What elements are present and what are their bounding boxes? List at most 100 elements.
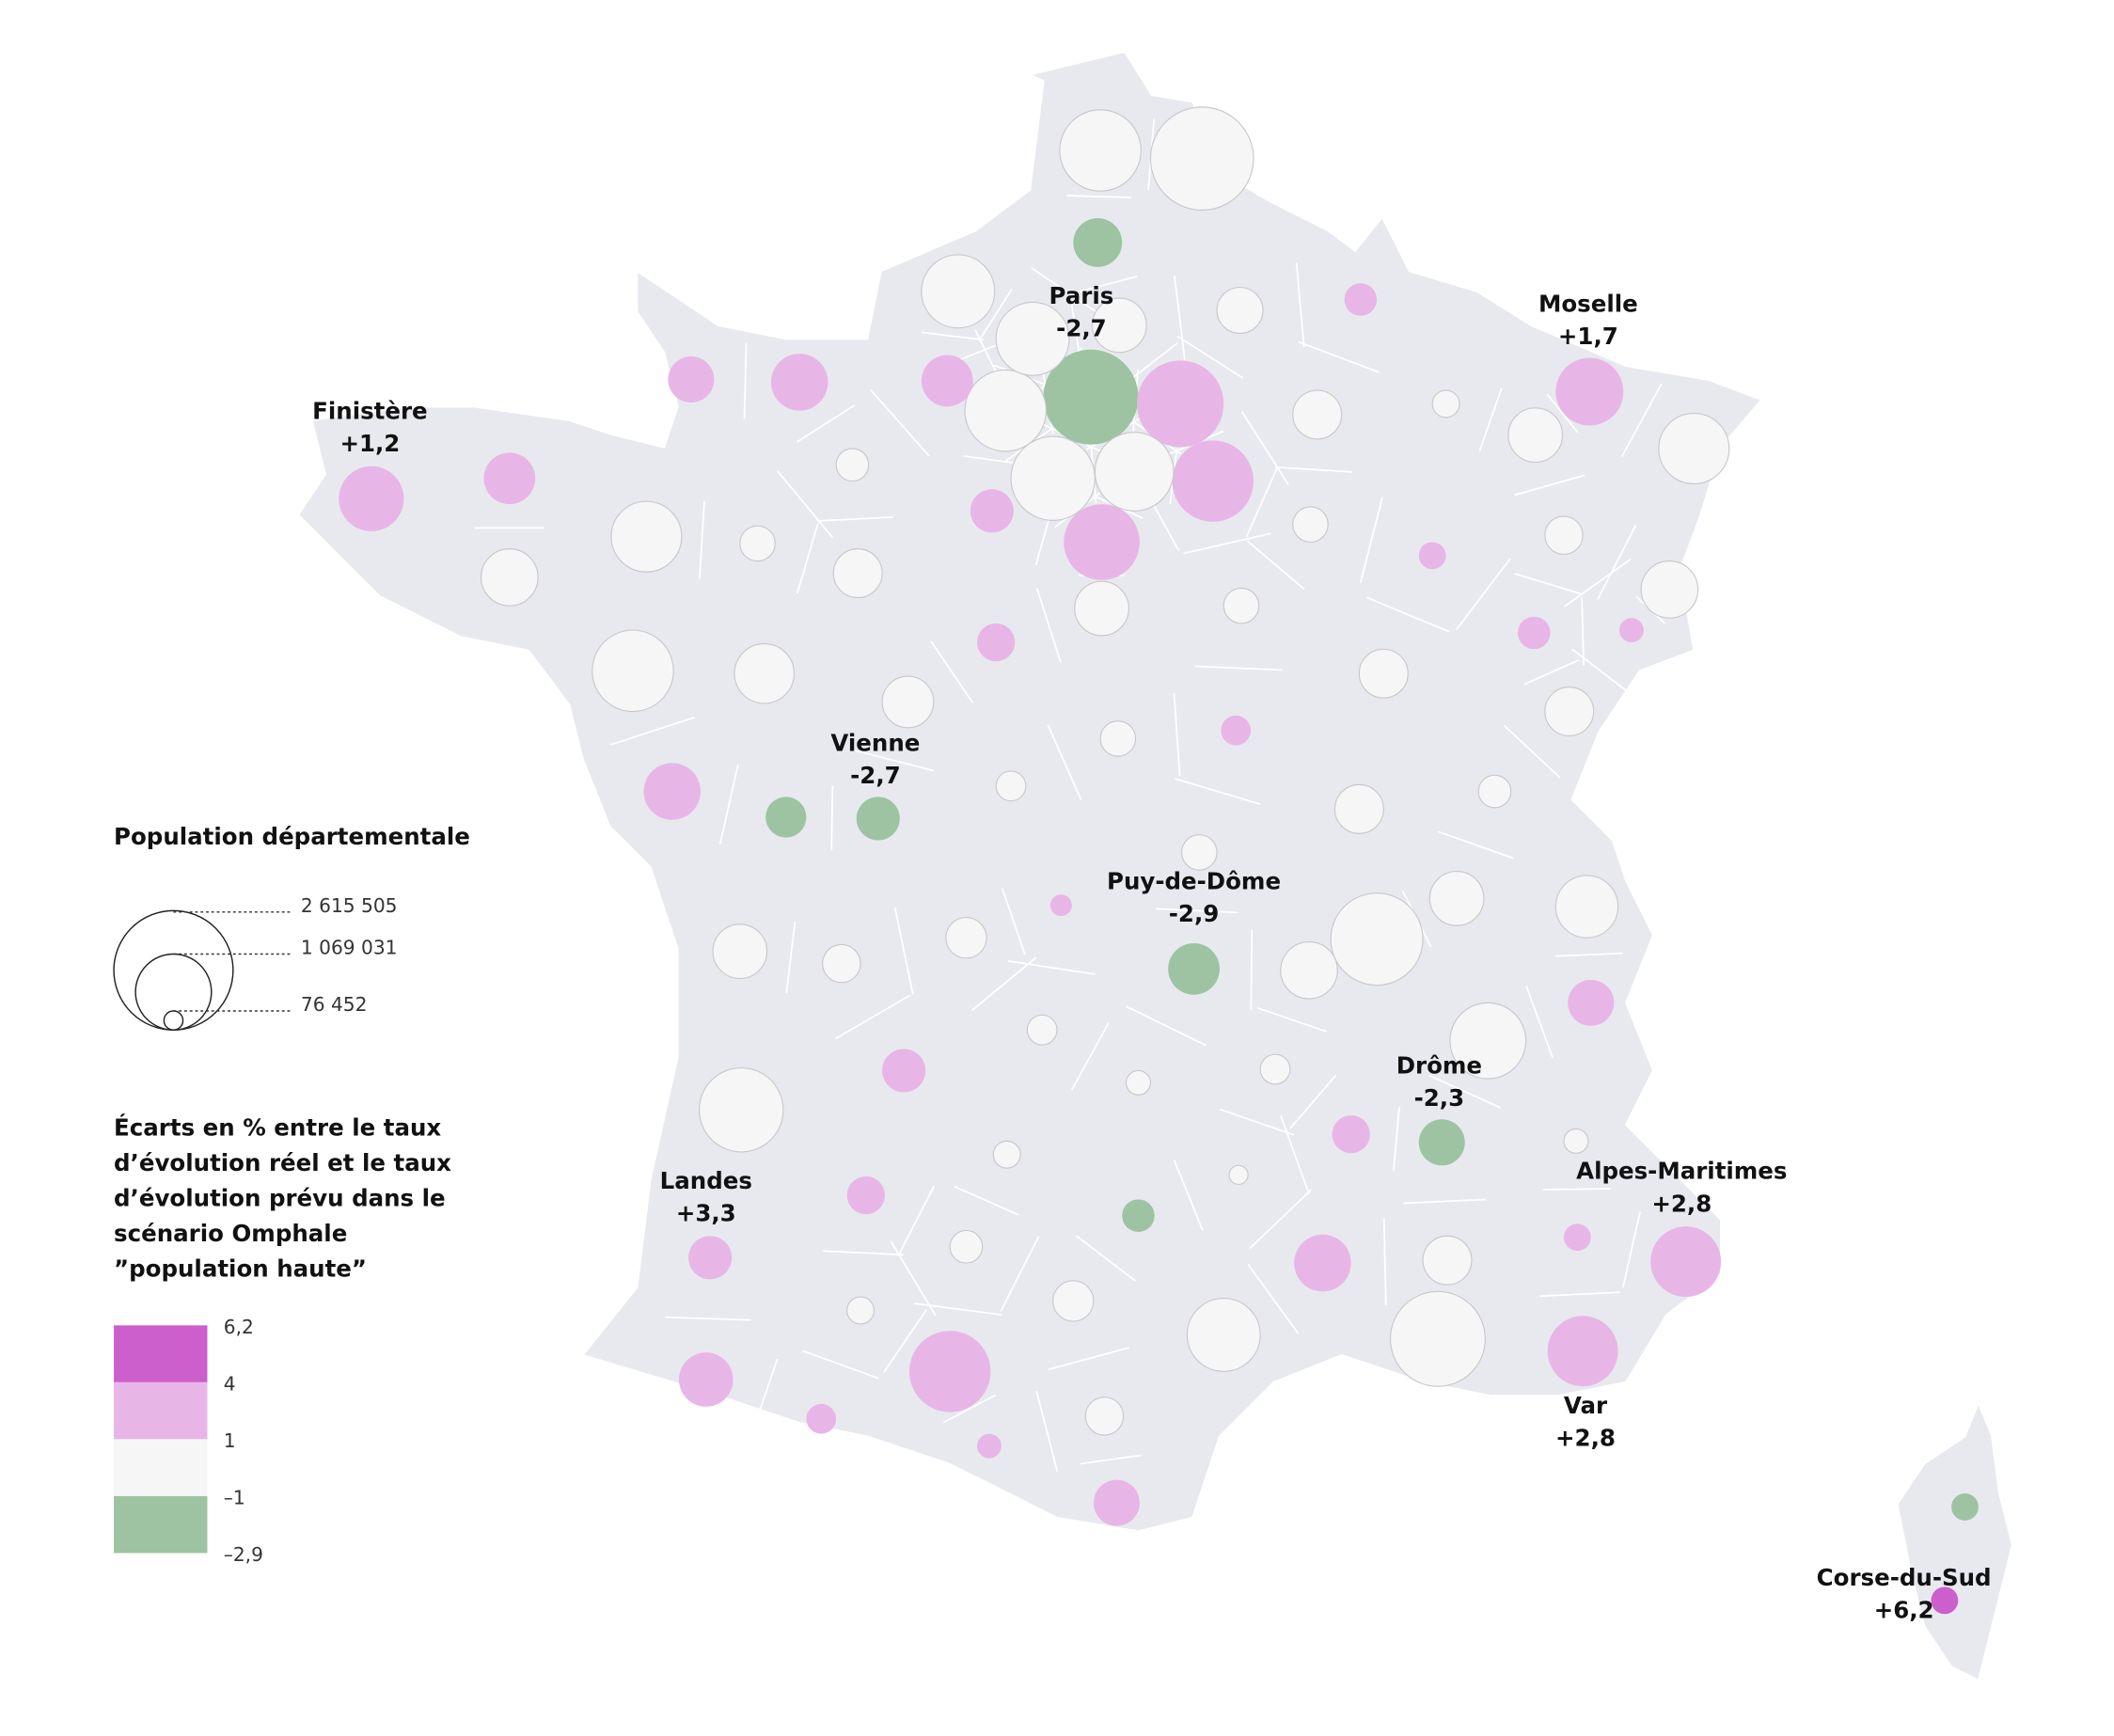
mainland-france [296,50,1764,1533]
department-bubble[interactable] [945,917,987,959]
department-bubble[interactable] [1059,109,1142,192]
department-bubble[interactable] [1449,1002,1527,1080]
department-bubble[interactable] [1332,1114,1370,1154]
department-bubble[interactable] [976,1433,1002,1459]
department-bubble[interactable] [1554,875,1619,939]
department-bubble[interactable] [1568,979,1615,1026]
department-bubble[interactable] [846,1296,876,1325]
department-bubble[interactable] [1555,357,1624,426]
department-bubble[interactable] [856,797,900,841]
department-bubble[interactable] [339,466,404,531]
department-bubble[interactable] [483,452,536,505]
department-bubble[interactable] [480,548,539,607]
department-bubble[interactable] [995,301,1070,376]
department-label-value: +2,8 [1555,1425,1616,1452]
department-bubble[interactable] [992,1140,1021,1169]
department-bubble[interactable] [688,1236,733,1280]
department-bubble[interactable] [1168,942,1220,995]
department-bubble[interactable] [1563,1223,1591,1252]
department-bubble[interactable] [1650,1226,1722,1298]
department-bubble[interactable] [1431,389,1460,418]
department-bubble[interactable] [1389,1290,1486,1387]
department-bubble[interactable] [1149,106,1254,211]
department-bubble[interactable] [1563,1128,1589,1154]
department-bubble[interactable] [1422,1235,1473,1286]
color-break-label: –1 [224,1487,245,1509]
department-bubble[interactable] [1064,504,1140,580]
department-bubble[interactable] [1330,892,1424,986]
department-bubble[interactable] [822,943,861,984]
department-bubble[interactable] [1418,1119,1465,1166]
department-bubble[interactable] [1544,687,1595,737]
department-bubble[interactable] [1507,407,1564,463]
department-bubble[interactable] [908,1331,991,1412]
department-bubble[interactable] [1043,349,1139,445]
department-bubble[interactable] [949,1229,984,1264]
department-bubble[interactable] [921,254,996,329]
department-bubble[interactable] [1477,774,1512,809]
department-bubble[interactable] [1221,715,1252,746]
department-bubble[interactable] [1640,560,1699,619]
department-bubble[interactable] [765,797,807,838]
department-bubble[interactable] [1125,1069,1152,1096]
department-bubble[interactable] [1280,940,1338,1000]
department-bubble[interactable] [1122,1199,1155,1232]
department-bubble[interactable] [1186,1297,1261,1372]
department-bubble[interactable] [1172,440,1254,522]
department-bubble[interactable] [1294,1234,1351,1292]
department-bubble[interactable] [1223,587,1260,624]
department-bubble[interactable] [964,369,1048,452]
department-bubble[interactable] [1333,783,1384,834]
department-bubble[interactable] [835,448,870,482]
department-bubble[interactable] [1074,580,1129,637]
department-bubble[interactable] [1093,1479,1140,1526]
department-bubble[interactable] [1052,1280,1095,1322]
department-bubble[interactable] [806,1403,837,1434]
department-bubble[interactable] [592,629,674,713]
department-bubble[interactable] [1951,1493,1979,1521]
department-bubble[interactable] [1544,515,1584,555]
department-bubble[interactable] [1344,283,1378,316]
department-bubble[interactable] [1292,506,1329,544]
department-bubble[interactable] [1228,1164,1249,1186]
department-bubble[interactable] [832,548,883,599]
department-bubble[interactable] [1094,432,1175,512]
department-bubble[interactable] [1216,286,1264,335]
department-bubble[interactable] [921,355,973,407]
department-bubble[interactable] [739,525,776,562]
department-bubble[interactable] [712,923,768,980]
department-border [1001,888,1026,955]
department-bubble[interactable] [846,1176,885,1215]
department-bubble[interactable] [1137,360,1224,448]
department-bubble[interactable] [882,1049,926,1093]
department-bubble[interactable] [1091,297,1147,354]
department-bubble[interactable] [1292,389,1343,440]
department-bubble[interactable] [1358,648,1409,699]
department-bubble[interactable] [1180,834,1218,871]
department-bubble[interactable] [1428,871,1485,926]
department-bubble[interactable] [1517,616,1551,650]
department-bubble[interactable] [1084,1397,1125,1436]
department-bubble[interactable] [881,675,935,729]
department-bubble[interactable] [698,1066,784,1153]
department-bubble[interactable] [970,489,1014,533]
department-bubble[interactable] [1073,218,1123,267]
department-bubble[interactable] [995,770,1027,802]
department-bubble[interactable] [770,354,828,411]
department-bubble[interactable] [1099,720,1137,757]
department-bubble[interactable] [734,642,796,704]
department-bubble[interactable] [1931,1586,1959,1615]
department-bubble[interactable] [610,500,683,573]
department-bubble[interactable] [1418,542,1446,570]
department-bubble[interactable] [1010,435,1096,521]
department-bubble[interactable] [1049,894,1072,917]
department-bubble[interactable] [1658,412,1730,485]
department-bubble[interactable] [1259,1053,1291,1085]
department-bubble[interactable] [1619,618,1644,643]
department-bubble[interactable] [643,763,702,820]
department-bubble[interactable] [668,356,715,403]
department-bubble[interactable] [976,623,1016,662]
department-bubble[interactable] [678,1352,734,1407]
department-bubble[interactable] [1547,1316,1618,1387]
department-bubble[interactable] [1026,1014,1058,1046]
